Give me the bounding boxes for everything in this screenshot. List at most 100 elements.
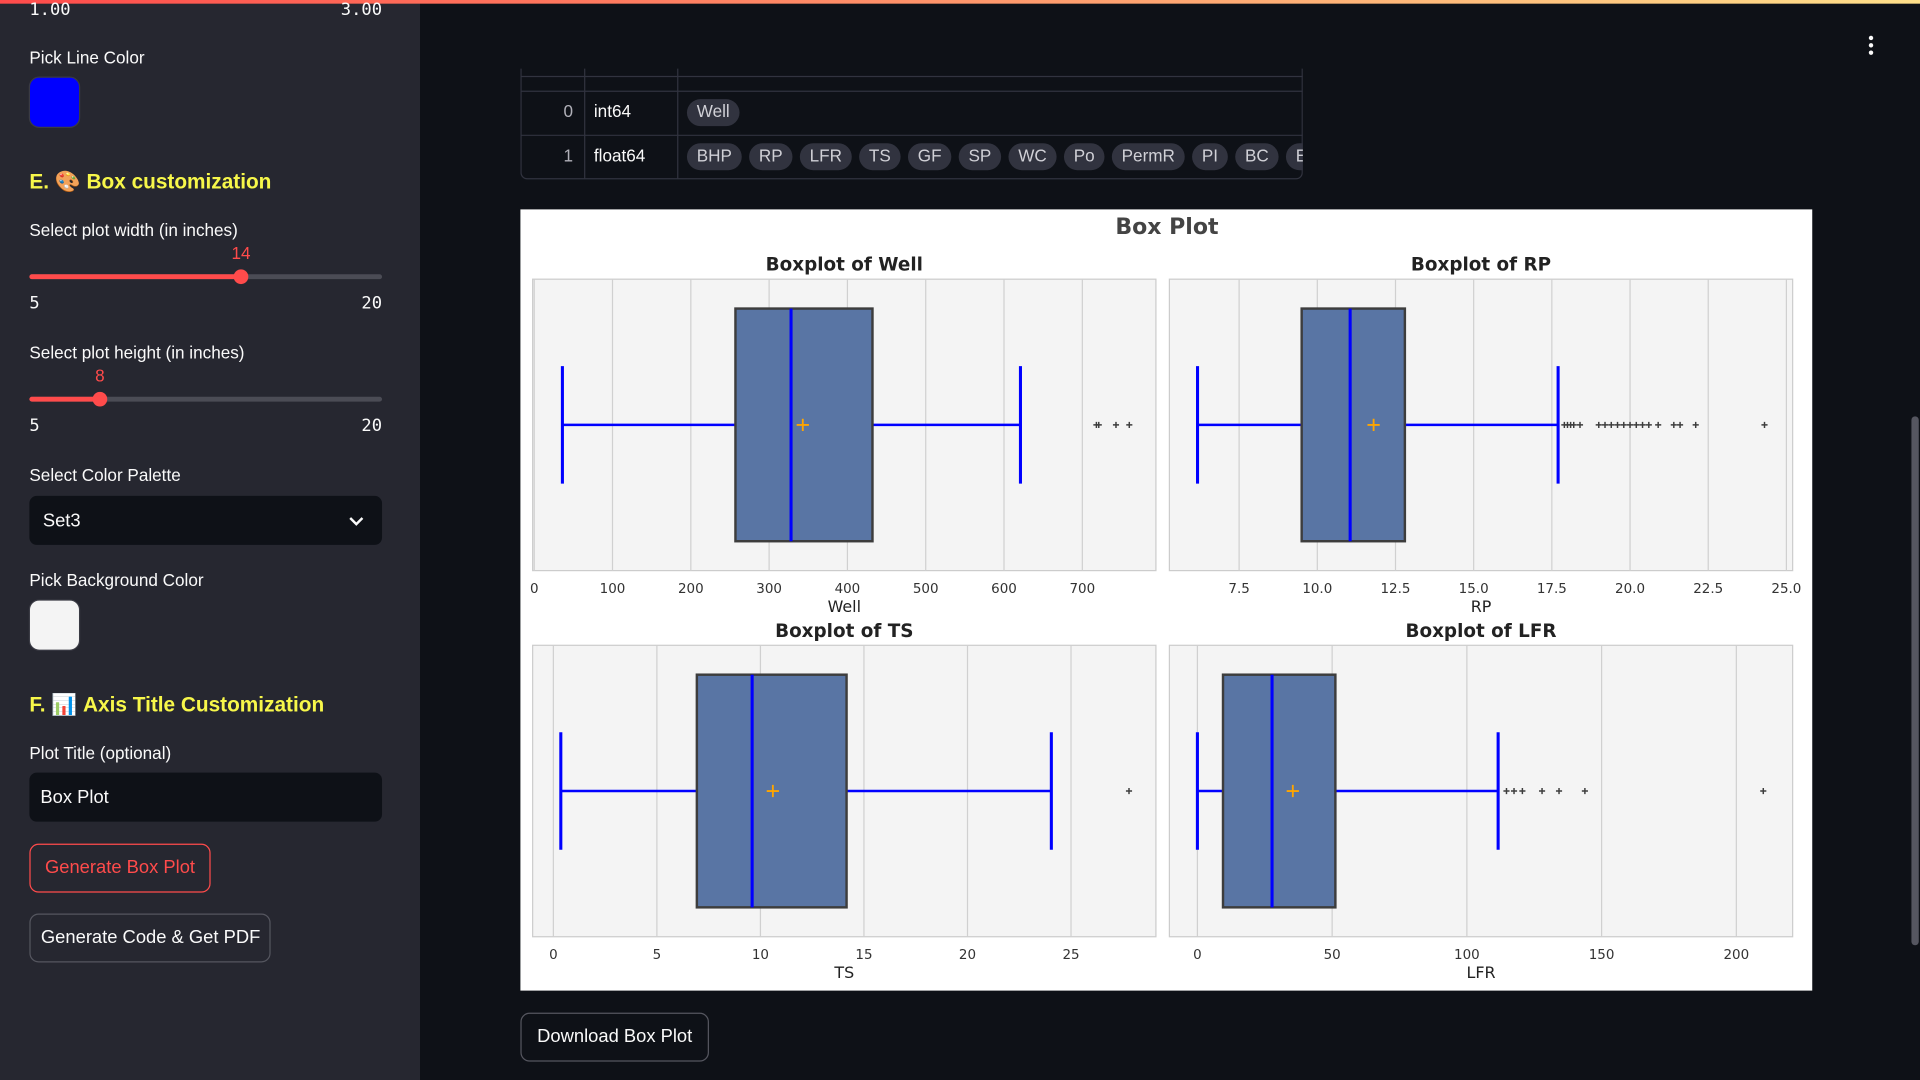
select-value: Set3 [43, 509, 81, 530]
outlier [1095, 421, 1102, 428]
x-tick-label: 15.0 [1459, 582, 1489, 597]
x-tick-label: 0 [1193, 948, 1202, 963]
slider-thumb[interactable] [92, 391, 108, 407]
column-pill [1063, 143, 1105, 171]
scrollbar[interactable] [1911, 416, 1919, 946]
slider-fill [29, 274, 241, 280]
figure-title: Box Plot [1115, 215, 1219, 240]
x-tick-label: 50 [1324, 948, 1341, 963]
slider-max: 20 [361, 294, 382, 314]
slider-thumb[interactable] [233, 269, 249, 285]
chevron[interactable] [349, 517, 364, 526]
x-tick-label: 10 [752, 948, 769, 963]
outlier [1761, 421, 1768, 428]
button[interactable] [520, 1012, 709, 1062]
subplot-title: Boxplot of LFR [1405, 621, 1556, 642]
slider-max: 20 [361, 416, 382, 436]
outlier [1614, 421, 1621, 428]
outlier [1677, 421, 1684, 428]
label: Select plot width (in inches) [29, 220, 237, 240]
x-axis-label: RP [1471, 597, 1492, 616]
dtype: float64 [594, 145, 646, 165]
x-tick-label: 300 [756, 582, 782, 597]
x-tick-label: 5 [653, 948, 662, 963]
outlier [1519, 787, 1526, 795]
subplot-title: Boxplot of Well [766, 255, 923, 276]
x-tick-label: 0 [549, 948, 558, 963]
outlier [1126, 421, 1133, 428]
label: Pick Line Color [29, 47, 144, 67]
section-header: F. 📊 Axis Title Customization [29, 692, 324, 716]
x-tick-label: 700 [1069, 582, 1095, 597]
x-tick-label: 200 [1723, 948, 1749, 963]
x-axis-label: Well [828, 597, 861, 616]
x-tick-label: 17.5 [1537, 582, 1567, 597]
pill-label: SP [968, 145, 991, 165]
x-tick-label: 22.5 [1693, 582, 1723, 597]
subplot-title: Boxplot of RP [1411, 255, 1551, 276]
x-tick-label: 15 [855, 948, 872, 963]
box [1221, 673, 1337, 909]
button-label[interactable]: Generate Code & Get PDF [41, 926, 260, 947]
slider-min: 5 [29, 294, 39, 314]
table-border [520, 68, 1303, 180]
menu-icon[interactable] [1868, 35, 1874, 55]
column-pill [799, 143, 852, 171]
x-tick-label: 12.5 [1381, 582, 1411, 597]
text-input[interactable] [29, 772, 383, 822]
box [1300, 307, 1407, 543]
range-min: 1.00 [29, 0, 70, 20]
outlier [1576, 421, 1584, 428]
label: Plot Title (optional) [29, 743, 171, 763]
slider-value: 14 [231, 243, 251, 263]
mean-marker [766, 784, 779, 798]
x-tick-label: 600 [991, 582, 1017, 597]
range-max: 3.00 [341, 0, 382, 20]
row-index: 0 [564, 101, 574, 121]
button[interactable] [29, 843, 211, 893]
x-tick-label: 200 [678, 582, 704, 597]
pill-label: WC [1018, 145, 1047, 165]
pill-label: ER [1296, 145, 1320, 165]
x-tick-label: 7.5 [1228, 582, 1249, 597]
column-pill [859, 143, 901, 171]
x-tick-label: 25.0 [1771, 582, 1801, 597]
column-pill [958, 143, 1002, 171]
column-pill [907, 143, 952, 171]
x-tick-label: 20 [959, 948, 976, 963]
column-pill [1192, 143, 1228, 171]
slider-fill [29, 396, 100, 402]
input-value: Box Plot [40, 786, 108, 807]
column-pill [749, 143, 793, 171]
column-pill [1285, 143, 1303, 171]
x-tick-label: 10.0 [1302, 582, 1332, 597]
column-pill [1111, 143, 1185, 171]
outlier [1125, 787, 1133, 795]
color-swatch[interactable] [28, 599, 81, 651]
top-decoration [0, 0, 1920, 4]
x-tick-label: 0 [530, 582, 539, 597]
button-label[interactable]: Generate Box Plot [45, 856, 195, 877]
x-tick-label: 400 [835, 582, 861, 597]
color-swatch[interactable] [28, 76, 81, 128]
pill-label: TS [869, 145, 891, 165]
pill-label: PI [1202, 145, 1218, 165]
select-box[interactable] [29, 495, 383, 545]
section-letter: F. [29, 693, 45, 716]
x-tick-label: 150 [1589, 948, 1615, 963]
x-tick-label: 25 [1062, 948, 1079, 963]
section-icon: 🎨 [55, 168, 81, 193]
column-pill [686, 99, 740, 127]
outlier [1760, 787, 1767, 795]
outlier [1655, 421, 1662, 428]
outlier [1601, 421, 1609, 428]
outlier [1692, 421, 1699, 428]
mean-marker [1367, 418, 1380, 432]
pill-label: GF [918, 145, 942, 165]
button-label[interactable]: Download Box Plot [537, 1025, 692, 1046]
x-axis-label: TS [833, 963, 854, 982]
slider-min: 5 [29, 416, 39, 436]
button[interactable] [29, 913, 271, 963]
pill-label: Po [1074, 145, 1095, 165]
